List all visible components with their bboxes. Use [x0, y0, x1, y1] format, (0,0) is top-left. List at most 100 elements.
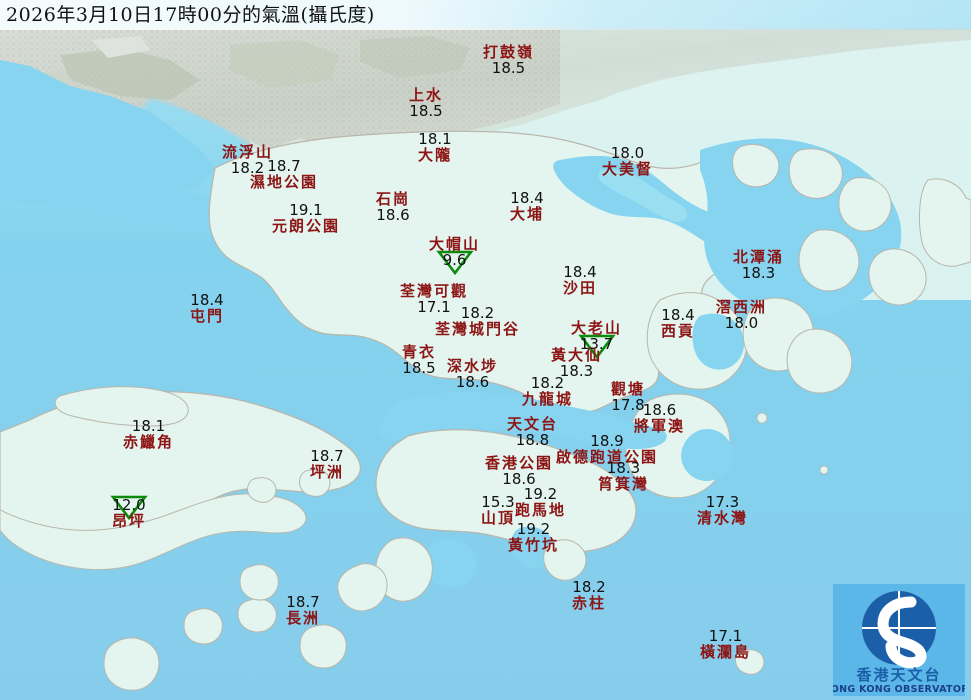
station-temperature-value: 18.2 [572, 578, 606, 596]
station-name: 清水灣 [697, 509, 749, 527]
station-temperature-value: 18.7 [286, 593, 320, 611]
station-label: 天文台 18.8 [507, 416, 558, 448]
high-ground-marker-icon [110, 495, 148, 521]
station-temperature-value: 18.6 [502, 470, 536, 488]
title-bar [0, 0, 971, 30]
station-temperature-value: 18.0 [610, 144, 645, 162]
lantau-island [0, 386, 361, 570]
station-label: 黃大仙 18.3 [551, 347, 602, 379]
station-label: 山頂 15.3 [481, 494, 515, 526]
station-temperature-value: 18.5 [409, 102, 443, 120]
station-name: 西貢 [661, 322, 696, 340]
station-name: 跑馬地 [515, 501, 567, 519]
station-label: 石崗 18.6 [376, 191, 410, 223]
victoria-harbour [379, 392, 667, 450]
station-name: 觀塘 [611, 380, 646, 398]
station-temperature-value: 17.1 [417, 298, 451, 316]
station-temperature-value: 19.1 [289, 201, 323, 219]
station-name: 大帽山 [429, 235, 481, 253]
station-temperature-value: 18.2 [460, 304, 495, 322]
station-name: 香港公園 [485, 454, 554, 472]
station-label: 大帽山 9.6 [429, 236, 480, 268]
station-temperature-value: 17.3 [705, 493, 740, 511]
station-name: 啟德跑道公園 [556, 448, 659, 466]
station-label: 觀塘 17.8 [611, 381, 645, 413]
station-temperature-value: 18.5 [491, 59, 526, 77]
station-label: 北潭涌 18.3 [733, 249, 784, 281]
station-name: 荃灣可觀 [400, 282, 469, 300]
station-name: 元朗公園 [272, 217, 341, 235]
station-label: 大隴 18.1 [418, 131, 452, 163]
station-name: 將軍澳 [634, 417, 686, 435]
logo-name-en: HONG KONG OBSERVATORY [833, 684, 965, 695]
station-temperature-value: 9.6 [442, 251, 467, 269]
station-temperature-value: 18.9 [590, 432, 624, 450]
station-name: 滘西洲 [716, 298, 768, 316]
station-label: 大老山 13.7 [571, 320, 622, 352]
station-name: 赤柱 [572, 594, 607, 612]
station-label: 沙田 18.4 [563, 264, 597, 296]
station-name: 長洲 [286, 609, 321, 627]
station-temperature-value: 18.4 [190, 291, 224, 309]
sai-kung-waters [646, 138, 971, 394]
station-label: 九龍城 18.2 [522, 375, 573, 407]
station-name: 沙田 [563, 279, 598, 297]
station-label: 赤鱲角 18.1 [123, 418, 174, 450]
hong-kong-island [375, 429, 637, 589]
station-temperature-value: 18.3 [606, 459, 641, 477]
station-temperature-value: 18.2 [530, 374, 565, 392]
station-name: 坪洲 [310, 463, 345, 481]
station-label: 橫瀾島 17.1 [700, 628, 751, 660]
station-label: 赤柱 18.2 [572, 579, 606, 611]
station-label: 大美督 18.0 [602, 145, 653, 177]
station-name: 昂坪 [112, 512, 147, 530]
station-name: 石崗 [376, 190, 411, 208]
logo-name-zh: 香港天文台 [856, 666, 941, 684]
station-temperature-value: 18.6 [642, 401, 677, 419]
station-name: 橫瀾島 [700, 643, 752, 661]
station-name: 濕地公園 [250, 173, 319, 191]
station-label: 大埔 18.4 [510, 190, 544, 222]
station-label: 清水灣 17.3 [697, 494, 748, 526]
station-name: 荃灣城門谷 [435, 320, 521, 338]
station-label: 打鼓嶺 18.5 [483, 44, 534, 76]
station-name: 上水 [409, 86, 444, 104]
station-name: 青衣 [402, 343, 437, 361]
station-temperature-value: 17.8 [611, 396, 645, 414]
station-name: 北潭涌 [733, 248, 785, 266]
station-name: 大美督 [602, 160, 654, 178]
station-label: 筲箕灣 18.3 [598, 460, 649, 492]
high-ground-marker-icon [577, 334, 616, 360]
station-label: 香港公園 18.6 [485, 455, 553, 487]
station-label: 啟德跑道公園 18.9 [556, 433, 658, 465]
station-temperature-value: 18.6 [455, 373, 490, 391]
station-temperature-value: 19.2 [523, 485, 558, 503]
station-label: 流浮山 18.2 [222, 144, 273, 176]
station-temperature-value: 15.3 [481, 493, 515, 511]
station-name: 天文台 [507, 415, 559, 433]
station-temperature-value: 18.3 [559, 362, 594, 380]
station-temperature-value: 18.8 [515, 431, 550, 449]
station-temperature-value: 18.7 [310, 447, 344, 465]
station-name: 流浮山 [222, 143, 274, 161]
station-temperature-value: 18.3 [741, 264, 776, 282]
station-label: 昂坪 12.0 [112, 497, 146, 529]
station-name: 筲箕灣 [598, 475, 650, 493]
station-temperature-value: 12.0 [112, 496, 146, 514]
station-label: 跑馬地 19.2 [515, 486, 566, 518]
station-name: 大隴 [418, 146, 453, 164]
station-name: 九龍城 [522, 390, 574, 408]
station-label: 西貢 18.4 [661, 307, 695, 339]
station-temperature-value: 18.2 [230, 159, 265, 177]
station-name: 屯門 [190, 307, 225, 325]
high-ground-marker-icon [435, 250, 474, 276]
station-label: 將軍澳 18.6 [634, 402, 685, 434]
station-name: 黃大仙 [551, 346, 603, 364]
station-name: 赤鱲角 [123, 433, 175, 451]
station-temperature-value: 18.6 [376, 206, 410, 224]
station-temperature-value: 18.7 [267, 157, 301, 175]
station-temperature-value: 18.4 [661, 306, 695, 324]
station-label: 荃灣城門谷 18.2 [435, 305, 520, 337]
